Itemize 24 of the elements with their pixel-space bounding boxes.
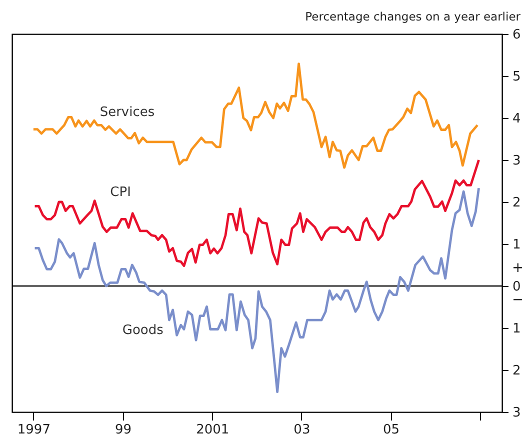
x-tick-label: 03 (294, 422, 310, 434)
y-tick-label: 0 (512, 280, 521, 294)
text: − (512, 292, 522, 308)
y-tick-label: 3 (512, 154, 521, 168)
series-label: CPI (110, 184, 131, 200)
y-tick-label: 2 (512, 364, 521, 378)
y-tick-label: 1 (512, 322, 521, 336)
x-tick-label: 99 (115, 422, 132, 434)
line-series (32, 62, 479, 169)
y-tick-label: 4 (512, 112, 521, 126)
line-series (34, 158, 480, 268)
line-series (34, 186, 480, 394)
x-tick-label: 2001 (196, 422, 230, 434)
y-tick-label: 5 (512, 70, 521, 84)
y-tick-label: 2 (512, 196, 521, 210)
series-label: Services (100, 105, 155, 120)
text: + (512, 260, 522, 276)
x-tick-label: 05 (383, 422, 400, 434)
y-tick-label: 1 (512, 238, 521, 252)
series-label: Goods (122, 323, 164, 338)
y-axis-title: Percentage changes on a year earlier (305, 10, 521, 24)
y-tick-label: 6 (512, 28, 521, 42)
x-tick-label: 1997 (17, 422, 50, 434)
y-tick-label: 3 (512, 406, 521, 420)
